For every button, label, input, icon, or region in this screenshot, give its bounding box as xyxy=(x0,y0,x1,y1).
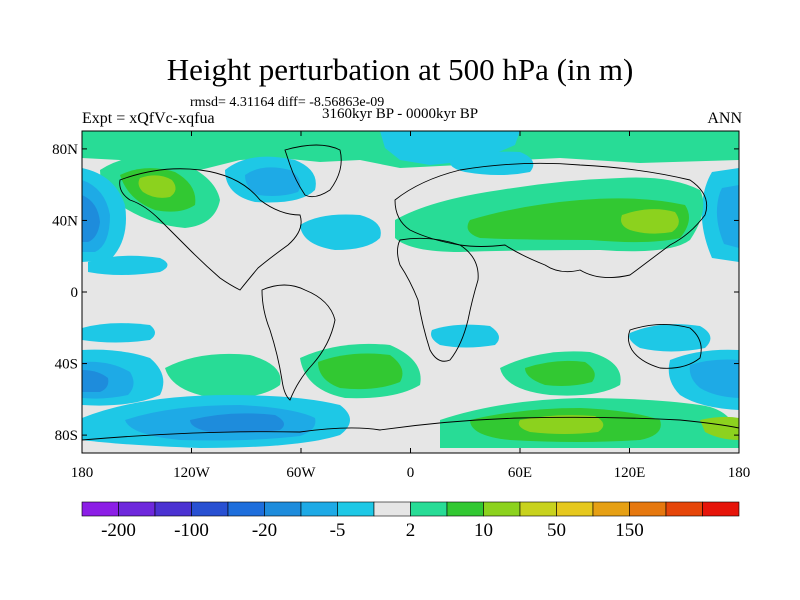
contour-negative-spacific-west-3 xyxy=(82,370,109,392)
lat-tick-label: 0 xyxy=(71,285,79,301)
contour-negative-antarctic-west-3 xyxy=(190,413,284,433)
lat-tick-label: 40S xyxy=(55,357,78,373)
contour-positive-antarctic-far-east xyxy=(700,416,739,440)
contour-negative-npacific-west-3 xyxy=(82,195,100,242)
contour-positive-sindian-inner xyxy=(525,360,595,386)
lon-tick-label: 180 xyxy=(728,465,751,481)
colorbar-swatch xyxy=(519,501,557,517)
contour-positive-eurasia-inner xyxy=(467,198,689,243)
contour-fields xyxy=(82,131,739,448)
contour-positive-spacific xyxy=(165,353,281,399)
colorbar-swatch xyxy=(483,501,521,517)
coastlines xyxy=(82,144,739,441)
contour-negative-maritime xyxy=(629,324,711,352)
colorbar xyxy=(81,501,740,517)
colorbar-label: -5 xyxy=(330,520,346,541)
colorbar-swatch xyxy=(373,501,411,517)
colorbar-swatch xyxy=(337,501,375,517)
lat-tick-label: 40N xyxy=(52,213,78,229)
contour-negative-subtrop-pacific xyxy=(88,255,168,275)
lon-tick-label: 0 xyxy=(407,465,415,481)
colorbar-label: -20 xyxy=(252,520,277,541)
map-title: Height perturbation at 500 hPa (in m) xyxy=(166,52,634,87)
coastline-antarctica xyxy=(82,416,739,441)
lon-tick-label: 180 xyxy=(71,465,94,481)
colorbar-swatch xyxy=(556,501,594,517)
colorbar-swatch xyxy=(118,501,156,517)
colorbar-swatch xyxy=(191,501,229,517)
contour-negative-scandinavia xyxy=(449,151,534,175)
colorbar-labels: -200 -100 -20 -5 2 10 50 150 xyxy=(101,520,644,541)
lon-tick-label: 120E xyxy=(614,465,646,481)
colorbar-swatch xyxy=(410,501,448,517)
contour-positive-alaska-core xyxy=(138,175,176,198)
lon-tick-label: 60E xyxy=(508,465,532,481)
lon-tick-label: 60W xyxy=(286,465,316,481)
coastline-south-america xyxy=(261,284,336,401)
colorbar-swatch xyxy=(81,501,119,517)
experiment-label: Expt = xQfVc-xqfua xyxy=(82,110,215,127)
colorbar-swatch xyxy=(629,501,667,517)
colorbar-swatch xyxy=(154,501,192,517)
colorbar-swatch xyxy=(592,501,630,517)
contour-negative-saustralia-2 xyxy=(689,359,739,398)
lat-tick-label: 80S xyxy=(55,428,78,444)
colorbar-label: -100 xyxy=(174,520,209,541)
lon-tick-label: 120W xyxy=(173,465,211,481)
contour-negative-npacific-east-2 xyxy=(716,185,739,248)
contour-negative-greenland-core xyxy=(245,167,301,196)
colorbar-label: 10 xyxy=(474,520,493,541)
colorbar-label: 2 xyxy=(406,520,416,541)
latitude-axis: 80N 40N 0 40S 80S xyxy=(52,142,739,444)
contour-positive-satlantic-inner xyxy=(318,353,403,390)
colorbar-swatch xyxy=(300,501,338,517)
colorbar-swatch xyxy=(665,501,703,517)
contour-negative-indian-ocean xyxy=(431,324,499,348)
colorbar-label: 50 xyxy=(547,520,566,541)
colorbar-label: 150 xyxy=(615,520,644,541)
contour-positive-eurasia-core xyxy=(621,209,679,234)
colorbar-label: -200 xyxy=(101,520,136,541)
coastline-africa xyxy=(397,237,479,362)
coastline-australia xyxy=(627,324,702,369)
contour-negative-epacific xyxy=(82,323,155,343)
period-label: 3160kyr BP - 0000kyr BP xyxy=(322,106,479,122)
season-label: ANN xyxy=(707,110,742,127)
coastline-north-america xyxy=(119,168,302,291)
colorbar-swatch xyxy=(446,501,484,517)
coastline-greenland xyxy=(284,144,342,198)
colorbar-swatch xyxy=(264,501,302,517)
colorbar-swatch xyxy=(227,501,265,517)
lat-tick-label: 80N xyxy=(52,142,78,158)
rmsd-diff-text: rmsd= 4.31164 diff= -8.56863e-09 xyxy=(190,95,385,110)
longitude-axis: 180 120W 60W 0 60E 120E 180 xyxy=(71,131,751,481)
colorbar-swatch xyxy=(702,501,740,517)
contour-positive-antarctic-east-core xyxy=(518,415,604,434)
contour-negative-natlantic xyxy=(300,214,381,250)
